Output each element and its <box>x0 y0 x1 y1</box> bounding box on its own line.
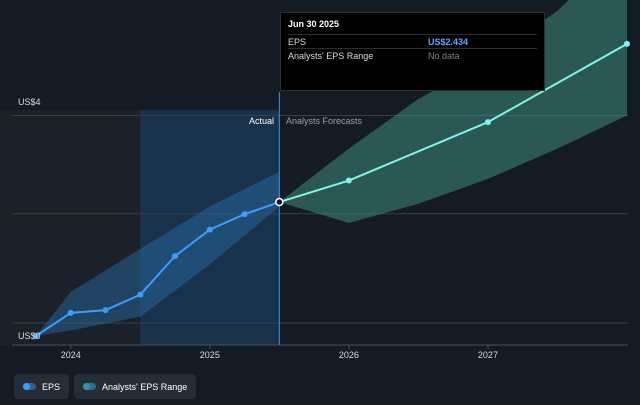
x-tick-label: 2026 <box>339 350 359 360</box>
eps-selected-point[interactable] <box>275 197 284 207</box>
tooltip-row-eps: EPS US$2.434 <box>288 34 537 48</box>
tooltip-key: Analysts' EPS Range <box>288 50 374 61</box>
eps-point[interactable] <box>345 177 352 184</box>
eps-point[interactable] <box>102 307 109 314</box>
eps-line-icon <box>23 383 36 390</box>
tooltip-key: EPS <box>288 36 307 47</box>
eps-point[interactable] <box>67 309 74 316</box>
legend-item-eps[interactable]: EPS <box>14 374 70 399</box>
eps-point[interactable] <box>172 253 179 260</box>
eps-point[interactable] <box>241 211 248 218</box>
legend-label: Analysts' EPS Range <box>102 381 188 392</box>
y-axis-top-label: US$4 <box>18 97 41 107</box>
eps-lines <box>35 42 628 337</box>
eps-point[interactable] <box>484 119 491 126</box>
eps-tooltip: Jun 30 2025 EPS US$2.434 Analysts' EPS R… <box>280 12 545 91</box>
actual-label: Actual <box>249 116 274 126</box>
chart-legend: EPS Analysts' EPS Range <box>14 374 197 399</box>
y-axis-bottom-label: US$0 <box>18 331 41 341</box>
tooltip-value: US$2.434 <box>428 36 469 47</box>
tooltip-date: Jun 30 2025 <box>288 19 340 29</box>
eps-forecast-line <box>279 42 628 204</box>
legend-item-eps-range[interactable]: Analysts' EPS Range <box>74 374 197 399</box>
tooltip-row-range: Analysts' EPS Range No data <box>288 48 537 62</box>
x-axis-ticks: 2024 2025 2026 2027 <box>61 345 498 360</box>
tooltip-value: No data <box>428 50 460 61</box>
eps-point[interactable] <box>33 333 39 339</box>
eps-point[interactable] <box>206 226 213 233</box>
eps-range-icon <box>83 383 97 390</box>
legend-label: EPS <box>42 381 61 392</box>
eps-point[interactable] <box>624 40 630 47</box>
actual-range-band <box>36 171 280 336</box>
forecast-label: Analysts Forecasts <box>286 116 363 126</box>
eps-point[interactable] <box>137 291 144 298</box>
eps-points[interactable] <box>33 40 630 339</box>
x-tick-label: 2027 <box>478 350 498 360</box>
x-tick-label: 2024 <box>61 350 81 360</box>
x-tick-label: 2025 <box>200 350 220 360</box>
eps-actual-line <box>35 201 280 337</box>
